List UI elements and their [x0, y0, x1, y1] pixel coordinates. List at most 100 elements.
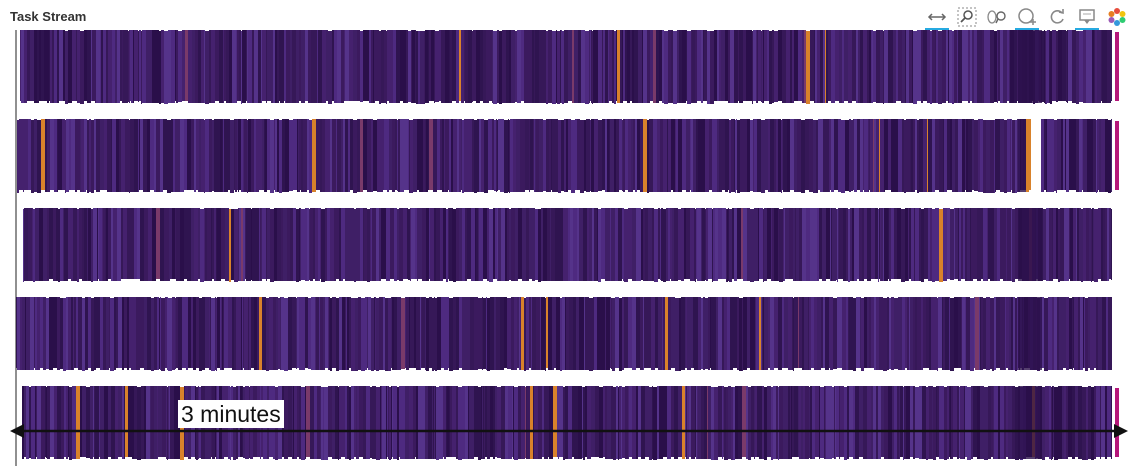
- task-bar: [869, 30, 871, 103]
- task-bar: [552, 31, 556, 104]
- task-bar: [103, 297, 106, 370]
- reset-tool-icon[interactable]: [1045, 6, 1069, 28]
- task-bar: [323, 297, 325, 370]
- task-bar: [1011, 297, 1013, 370]
- task-stream-plot[interactable]: 3 minutes: [8, 30, 1130, 466]
- task-bar: [1087, 119, 1090, 192]
- task-bar: [574, 30, 578, 103]
- task-bar: [132, 386, 134, 459]
- task-bar: [786, 386, 788, 459]
- task-bar: [971, 386, 973, 459]
- task-bar: [778, 387, 779, 460]
- task-bar: [1091, 387, 1094, 460]
- task-bar: [82, 208, 84, 281]
- task-bar: [640, 297, 643, 370]
- task-bar: [296, 298, 297, 369]
- task-bar: [1050, 31, 1052, 104]
- task-bar: [891, 208, 894, 279]
- task-bar: [1107, 208, 1109, 281]
- task-bar: [308, 30, 311, 103]
- task-bar: [345, 297, 346, 370]
- task-bar: [1068, 30, 1072, 101]
- task-bar: [980, 386, 984, 459]
- task-bar: [932, 119, 935, 192]
- task-bar: [714, 387, 718, 460]
- task-bar: [706, 208, 708, 281]
- task-bar: [601, 297, 605, 370]
- task-bar: [618, 208, 622, 281]
- task-bar: [108, 386, 111, 457]
- task-bar: [374, 30, 375, 103]
- task-bar: [298, 119, 299, 192]
- task-bar: [988, 208, 990, 279]
- task-bar: [16, 297, 17, 368]
- task-bar: [513, 386, 514, 459]
- task-bar: [209, 119, 212, 192]
- task-bar: [474, 120, 477, 193]
- task-bar: [290, 208, 293, 281]
- task-bar: [256, 119, 259, 192]
- x-pan-tool-icon[interactable]: [925, 6, 949, 30]
- task-bar: [990, 208, 994, 281]
- task-bar: [39, 30, 41, 101]
- hover-tool-icon[interactable]: [1075, 6, 1099, 30]
- task-bar: [397, 120, 398, 191]
- task-bar: [456, 208, 459, 281]
- task-bar: [876, 297, 879, 370]
- task-bar: [426, 208, 429, 281]
- task-bar: [228, 297, 232, 368]
- task-bar: [388, 298, 391, 371]
- task-bar: [1086, 208, 1089, 281]
- task-bar: [835, 386, 836, 459]
- task-bar: [653, 119, 657, 192]
- task-bar: [493, 31, 497, 104]
- task-bar: [620, 30, 622, 103]
- task-bar: [1052, 386, 1053, 459]
- task-bar: [1012, 386, 1015, 459]
- task-bar: [750, 30, 752, 101]
- task-bar: [955, 119, 958, 192]
- task-bar: [774, 297, 778, 368]
- task-bar: [729, 209, 732, 282]
- task-bar: [170, 386, 173, 459]
- task-bar: [898, 119, 902, 192]
- zoom-in-tool-icon[interactable]: [1015, 6, 1039, 30]
- task-bar: [697, 386, 698, 459]
- task-bar: [1050, 119, 1054, 192]
- task-stream-canvas[interactable]: [8, 30, 1130, 466]
- task-bar: [977, 30, 978, 103]
- task-bar: [936, 386, 937, 457]
- task-bar: [774, 31, 778, 102]
- task-bar: [628, 119, 631, 192]
- task-bar: [421, 386, 425, 459]
- task-bar: [555, 119, 558, 192]
- task-bar: [923, 30, 927, 101]
- task-bar: [521, 297, 524, 370]
- task-bar: [848, 30, 852, 103]
- task-bar: [622, 297, 624, 370]
- task-bar: [1101, 30, 1102, 101]
- task-bar: [74, 297, 76, 368]
- task-bar: [146, 30, 150, 103]
- task-bar: [160, 297, 161, 370]
- task-bar: [628, 297, 632, 368]
- task-bar: [28, 119, 31, 190]
- task-bar: [428, 386, 432, 459]
- task-bar: [587, 386, 591, 459]
- task-bar: [1063, 297, 1066, 368]
- task-bar: [535, 209, 538, 280]
- task-bar: [768, 297, 770, 368]
- wheel-zoom-tool-icon[interactable]: [985, 6, 1009, 28]
- task-bar: [792, 386, 794, 457]
- task-bar: [462, 386, 465, 459]
- task-bar: [310, 386, 314, 459]
- task-bar: [25, 297, 26, 370]
- task-bar: [535, 119, 536, 192]
- box-zoom-tool-icon[interactable]: [955, 6, 979, 28]
- task-bar: [632, 386, 636, 459]
- task-bar: [449, 119, 451, 192]
- bokeh-logo-icon[interactable]: [1105, 6, 1129, 28]
- task-bar: [141, 386, 144, 459]
- task-bar: [661, 208, 663, 281]
- task-bar: [758, 208, 759, 281]
